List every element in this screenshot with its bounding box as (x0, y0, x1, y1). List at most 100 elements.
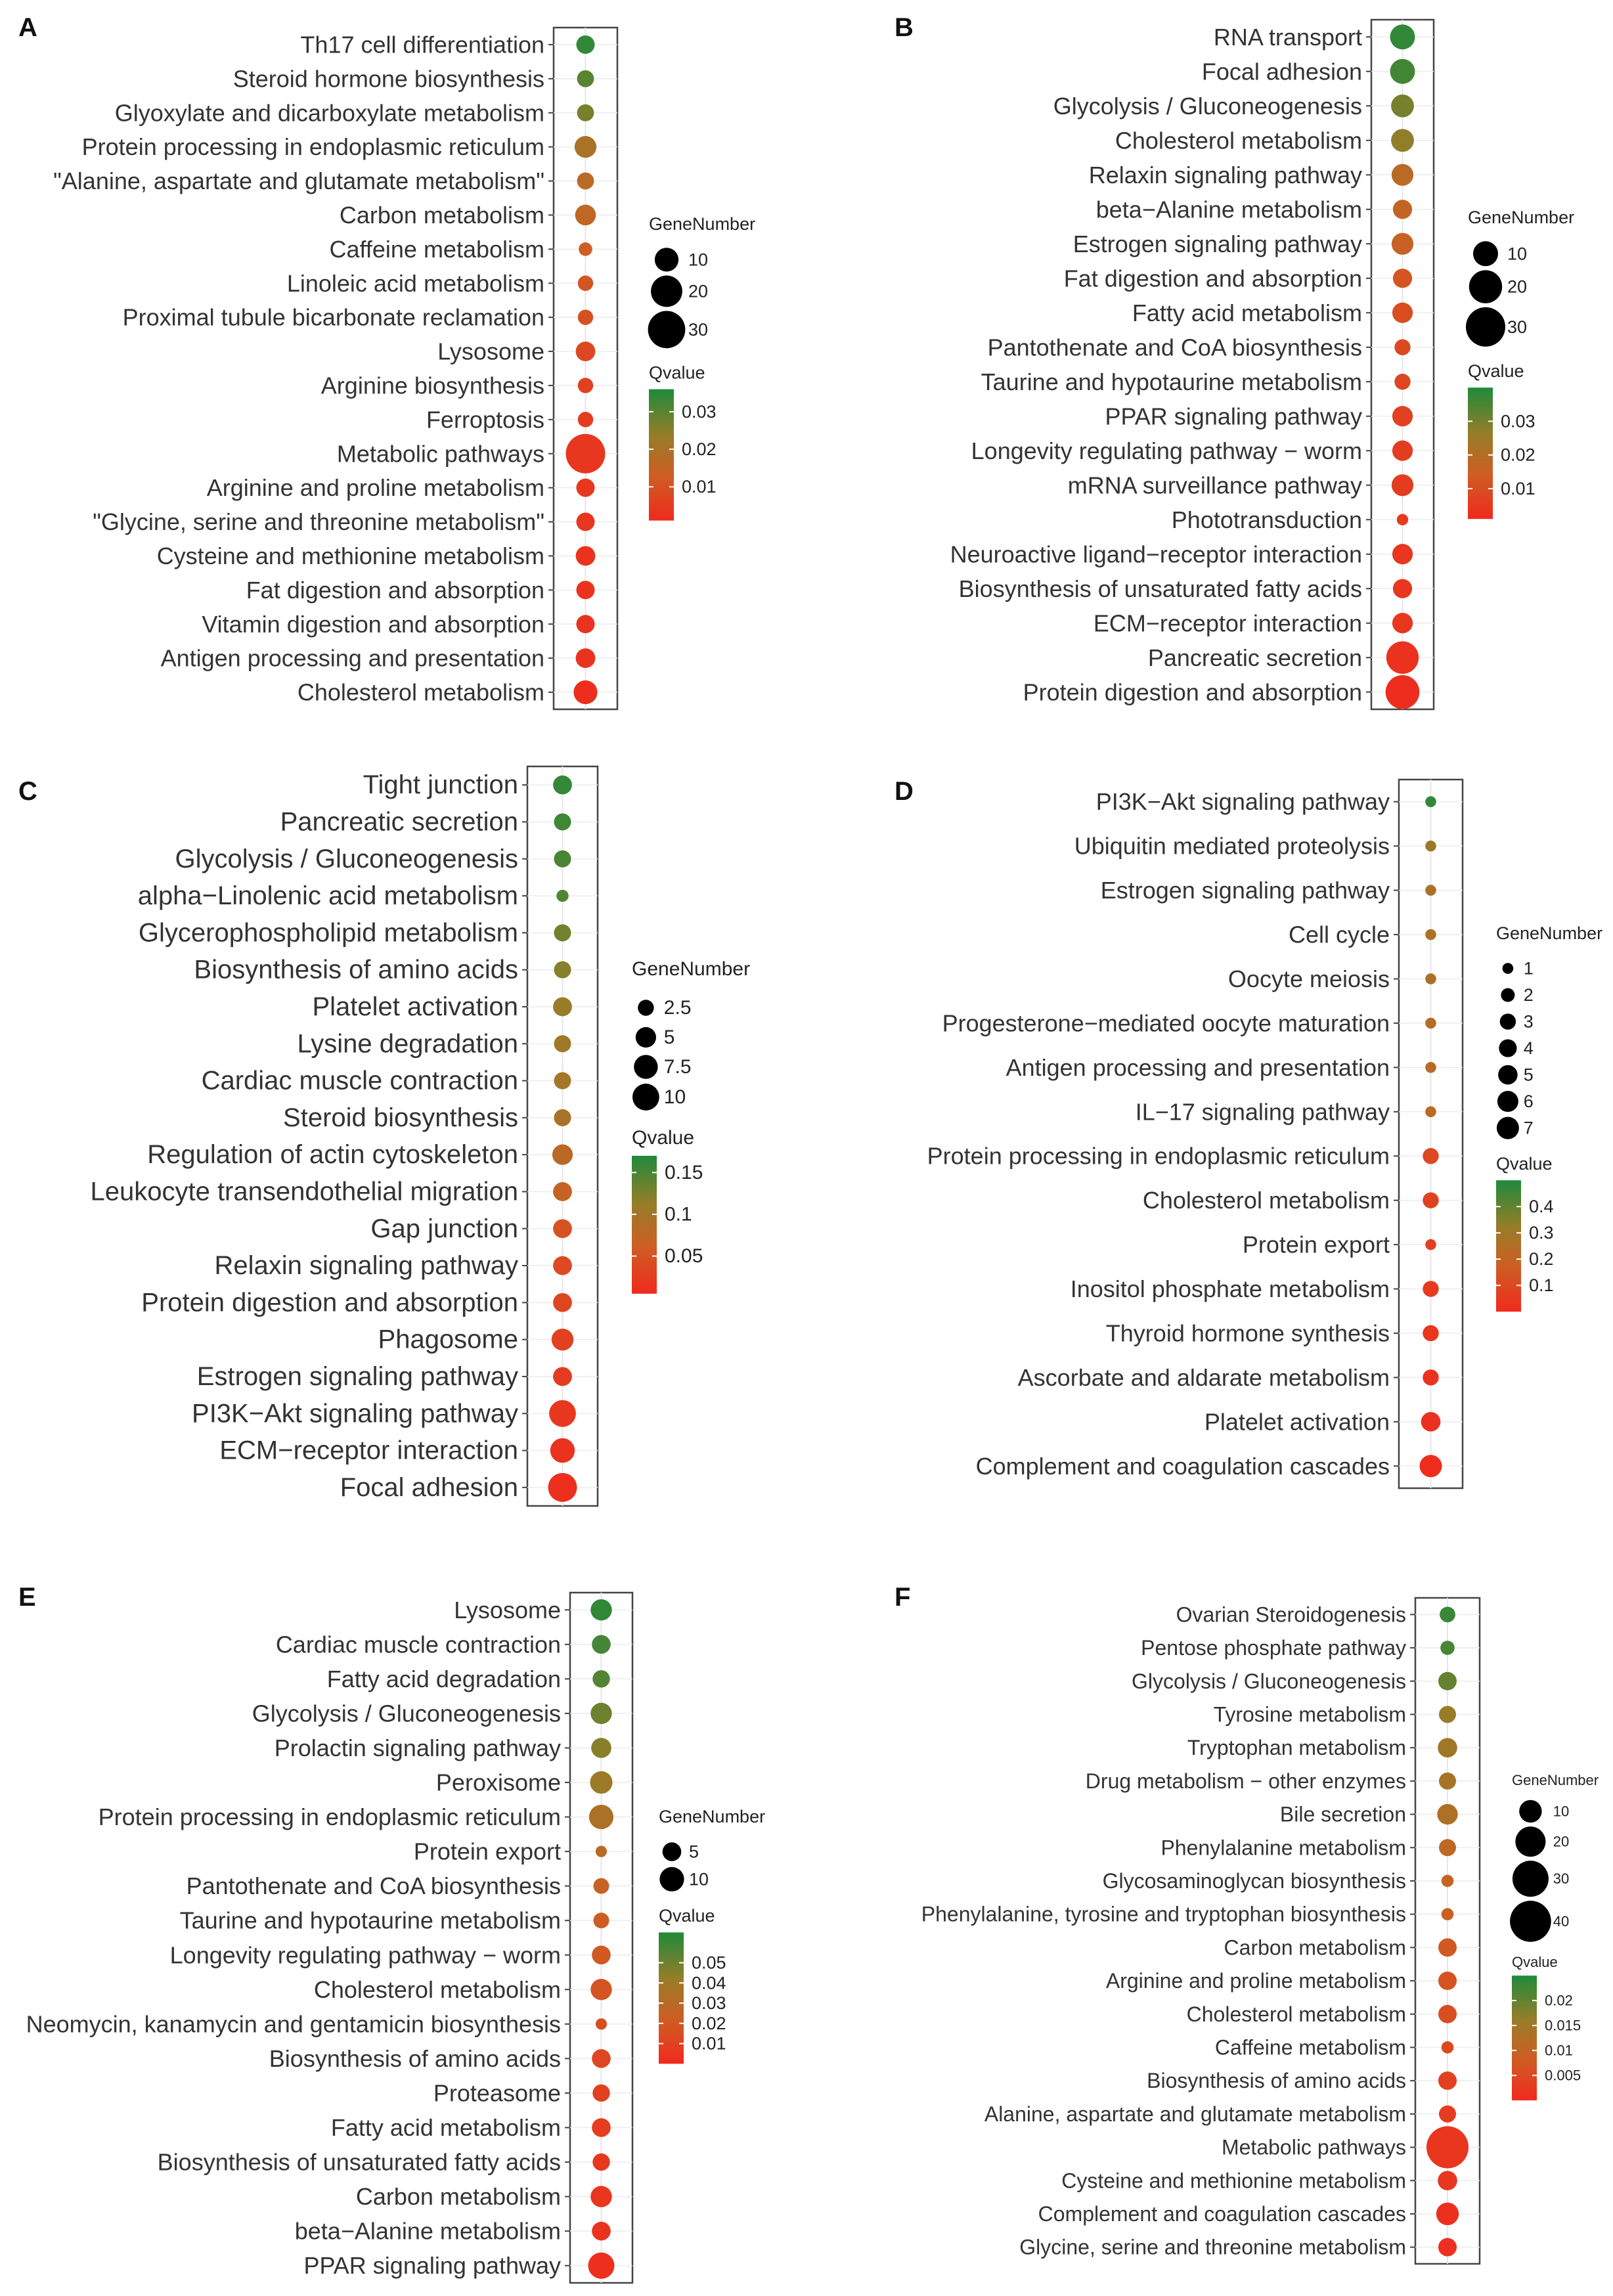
category-label: Glycerophospholipid metabolism (139, 918, 518, 947)
data-point (1426, 2126, 1469, 2169)
category-label: Proximal tubule bicarbonate reclamation (123, 304, 544, 331)
size-legend-label: 10 (689, 1869, 709, 1889)
category-label: Cholesterol metabolism (1115, 127, 1362, 154)
data-point (590, 1702, 612, 1725)
category-label: Protein export (414, 1838, 561, 1865)
data-point (593, 1912, 609, 1929)
size-legend-title: GeneNumber (1468, 208, 1574, 227)
color-bar (659, 1932, 684, 2064)
color-legend-title: Qvalue (1512, 1954, 1558, 1970)
color-bar-label: 0.01 (1501, 479, 1536, 498)
category-label: Tight junction (363, 770, 518, 799)
color-bar-label: 0.02 (692, 2014, 726, 2033)
category-label: Steroid biosynthesis (283, 1103, 518, 1132)
data-point (577, 378, 594, 393)
category-label: Glycolysis / Gluconeogenesis (252, 1700, 561, 1727)
size-legend-dot (1498, 1065, 1518, 1085)
category-label: Ovarian Steroidogenesis (1176, 1602, 1406, 1626)
category-label: Pancreatic secretion (280, 807, 518, 836)
category-label: Pantothenate and CoA biosynthesis (187, 1872, 561, 1899)
size-legend-dot (1512, 1861, 1549, 1897)
size-legend-label: 3 (1524, 1012, 1534, 1032)
color-bar-label: 0.02 (682, 439, 717, 459)
category-label: Fatty acid degradation (327, 1666, 561, 1692)
category-label: Metabolic pathways (1222, 2136, 1406, 2159)
data-point (554, 813, 571, 831)
data-point (1396, 514, 1409, 525)
category-label: Complement and coagulation cascades (1038, 2202, 1406, 2226)
category-label: Biosynthesis of amino acids (269, 2045, 561, 2072)
data-point (554, 850, 571, 868)
data-point (1439, 2105, 1456, 2123)
data-point (577, 412, 594, 428)
data-point (575, 342, 596, 361)
size-legend-label: 30 (1507, 317, 1527, 337)
category-label: Glycosaminoglycan biosynthesis (1103, 1869, 1406, 1893)
data-point (553, 775, 572, 795)
data-point (553, 1367, 572, 1386)
data-point (548, 1472, 577, 1502)
category-label: Glycolysis / Gluconeogenesis (1053, 93, 1362, 120)
data-point (554, 1035, 571, 1053)
category-label: Fatty acid metabolism (331, 2114, 561, 2141)
panel-letter: D (895, 777, 914, 806)
size-legend-dot (648, 311, 686, 349)
data-point (1390, 58, 1415, 84)
size-legend-dot (654, 248, 679, 272)
data-point (576, 478, 595, 497)
category-label: Neomycin, kanamycin and gentamicin biosy… (26, 2010, 561, 2037)
data-point (553, 997, 572, 1017)
size-legend-label: 20 (688, 281, 708, 301)
category-label: Carbon metabolism (356, 2183, 561, 2210)
category-label: Longevity regulating pathway − worm (170, 1941, 561, 1968)
color-bar (1512, 1976, 1537, 2101)
category-label: Fat digestion and absorption (1064, 265, 1362, 292)
data-point (1425, 973, 1436, 984)
data-point (577, 70, 594, 87)
data-point (1421, 1412, 1441, 1432)
data-point (1440, 1641, 1455, 1655)
color-bar-label: 0.015 (1545, 2018, 1581, 2034)
panel-B: B RNA transport Focal adhesion Glycolysis /… (895, 13, 1574, 711)
data-point (592, 2118, 611, 2137)
category-label: Phototransduction (1172, 506, 1362, 533)
data-point (575, 546, 596, 566)
color-bar-label: 0.04 (692, 1973, 726, 1993)
data-point (1438, 2071, 1457, 2090)
category-label: Caffeine metabolism (1215, 2035, 1406, 2059)
category-label: Protein processing in endoplasmic reticu… (82, 133, 544, 160)
color-bar (1496, 1180, 1521, 1312)
data-point (550, 1438, 575, 1463)
data-point (1425, 840, 1436, 852)
data-point (575, 648, 596, 669)
category-label: Arginine and proline metabolism (1106, 1969, 1406, 1993)
category-label: Estrogen signaling pathway (197, 1362, 518, 1391)
category-label: Lysine degradation (297, 1029, 518, 1058)
category-label: Steroid hormone biosynthesis (233, 65, 544, 92)
data-point (553, 1219, 572, 1239)
category-label: Antigen processing and presentation (1006, 1054, 1390, 1081)
size-legend-title: GeneNumber (649, 214, 755, 234)
size-legend-dot (1469, 270, 1503, 303)
category-label: Lysosome (454, 1597, 561, 1623)
data-point (1423, 1281, 1439, 1297)
data-point (577, 172, 594, 190)
size-legend-label: 2.5 (664, 997, 692, 1019)
category-label: "Alanine, aspartate and glutamate metabo… (53, 167, 544, 194)
color-bar-label: 0.2 (1529, 1249, 1554, 1269)
category-label: PPAR signaling pathway (303, 2252, 561, 2279)
data-point (1425, 1239, 1436, 1250)
color-bar-label: 0.05 (692, 1953, 726, 1973)
data-point (1438, 1972, 1457, 1991)
data-point (1438, 2171, 1457, 2191)
size-legend-label: 2 (1524, 985, 1534, 1005)
category-label: Carbon metabolism (1224, 1935, 1406, 1959)
category-label: PPAR signaling pathway (1105, 403, 1362, 430)
data-point (592, 2084, 610, 2102)
size-legend-dot (1473, 241, 1498, 267)
panel-letter: E (18, 1583, 36, 1612)
size-legend-dot (1501, 988, 1515, 1002)
data-point (1436, 2202, 1459, 2226)
category-label: Biosynthesis of unsaturated fatty acids (158, 2149, 561, 2176)
category-label: Lysosome (437, 338, 544, 365)
